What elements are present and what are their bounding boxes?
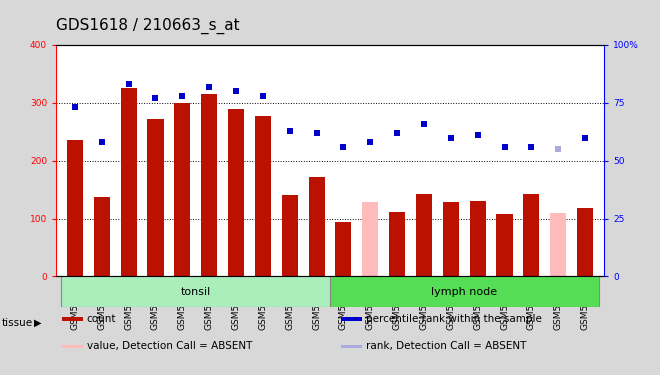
Bar [577,208,593,276]
Bar [61,345,82,348]
Text: value, Detection Call = ABSENT: value, Detection Call = ABSENT [86,341,252,351]
Bar [523,194,539,276]
Bar [335,222,352,276]
Text: count: count [86,314,116,324]
Text: lymph node: lymph node [431,286,498,297]
Bar [443,202,459,276]
Text: tonsil: tonsil [181,286,211,297]
Bar [61,317,82,321]
Text: ▶: ▶ [34,318,42,328]
Bar [282,195,298,276]
Bar [496,214,513,276]
Bar [67,140,83,276]
Bar [61,276,330,307]
Bar [121,88,137,276]
Text: tissue: tissue [1,318,32,328]
Text: rank, Detection Call = ABSENT: rank, Detection Call = ABSENT [366,341,526,351]
Text: GDS1618 / 210663_s_at: GDS1618 / 210663_s_at [56,18,240,34]
Bar [550,213,566,276]
Bar [362,202,378,276]
Bar [201,94,217,276]
Bar [228,109,244,276]
Bar [341,317,362,321]
Bar [255,116,271,276]
Bar [470,201,486,276]
Bar [389,211,405,276]
Bar [147,119,164,276]
Bar [341,345,362,348]
Bar [174,103,190,276]
Bar [94,197,110,276]
Bar [416,194,432,276]
Bar [330,276,599,307]
Bar [308,177,325,276]
Text: percentile rank within the sample: percentile rank within the sample [366,314,542,324]
